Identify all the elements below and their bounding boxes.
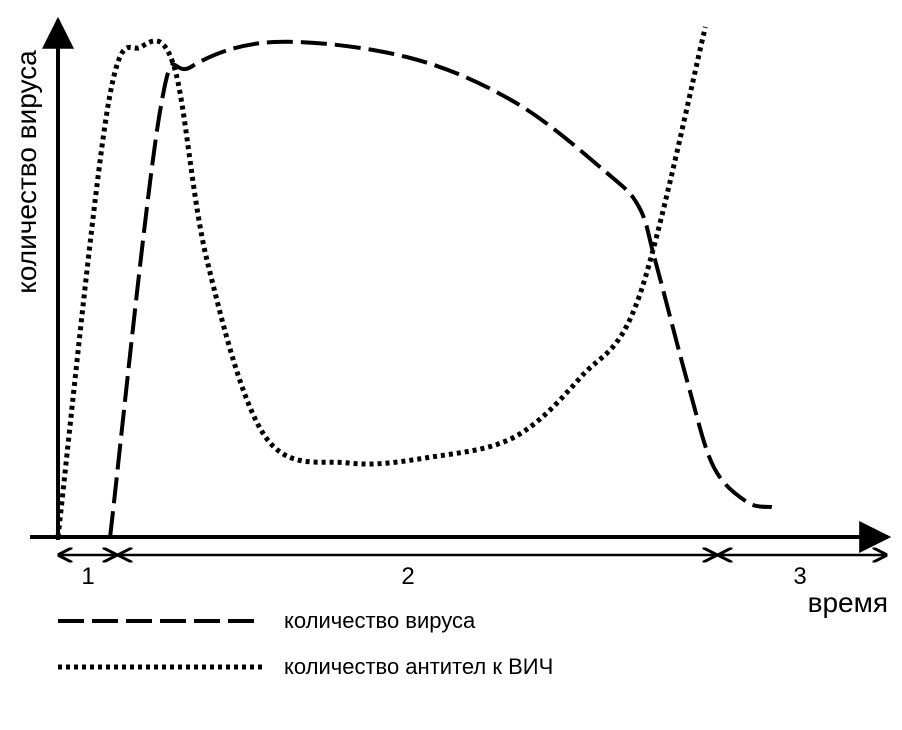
y-axis-label: количество вируса: [11, 50, 42, 294]
legend: количество вируса количество антител к В…: [58, 608, 553, 679]
x-axis-label: время: [808, 587, 888, 618]
legend-label-antibodies: количество антител к ВИЧ: [284, 654, 553, 679]
legend-label-virus: количество вируса: [284, 608, 476, 633]
stage-3-label: 3: [793, 563, 806, 590]
stage-2-label: 2: [401, 563, 414, 590]
series-layer: [55, 26, 773, 538]
stage-1-label: 1: [81, 563, 94, 590]
stage-arrows: 1 2 3: [59, 555, 886, 590]
series-line-virus: [108, 39, 773, 538]
series-line-antibodies: [55, 26, 708, 538]
